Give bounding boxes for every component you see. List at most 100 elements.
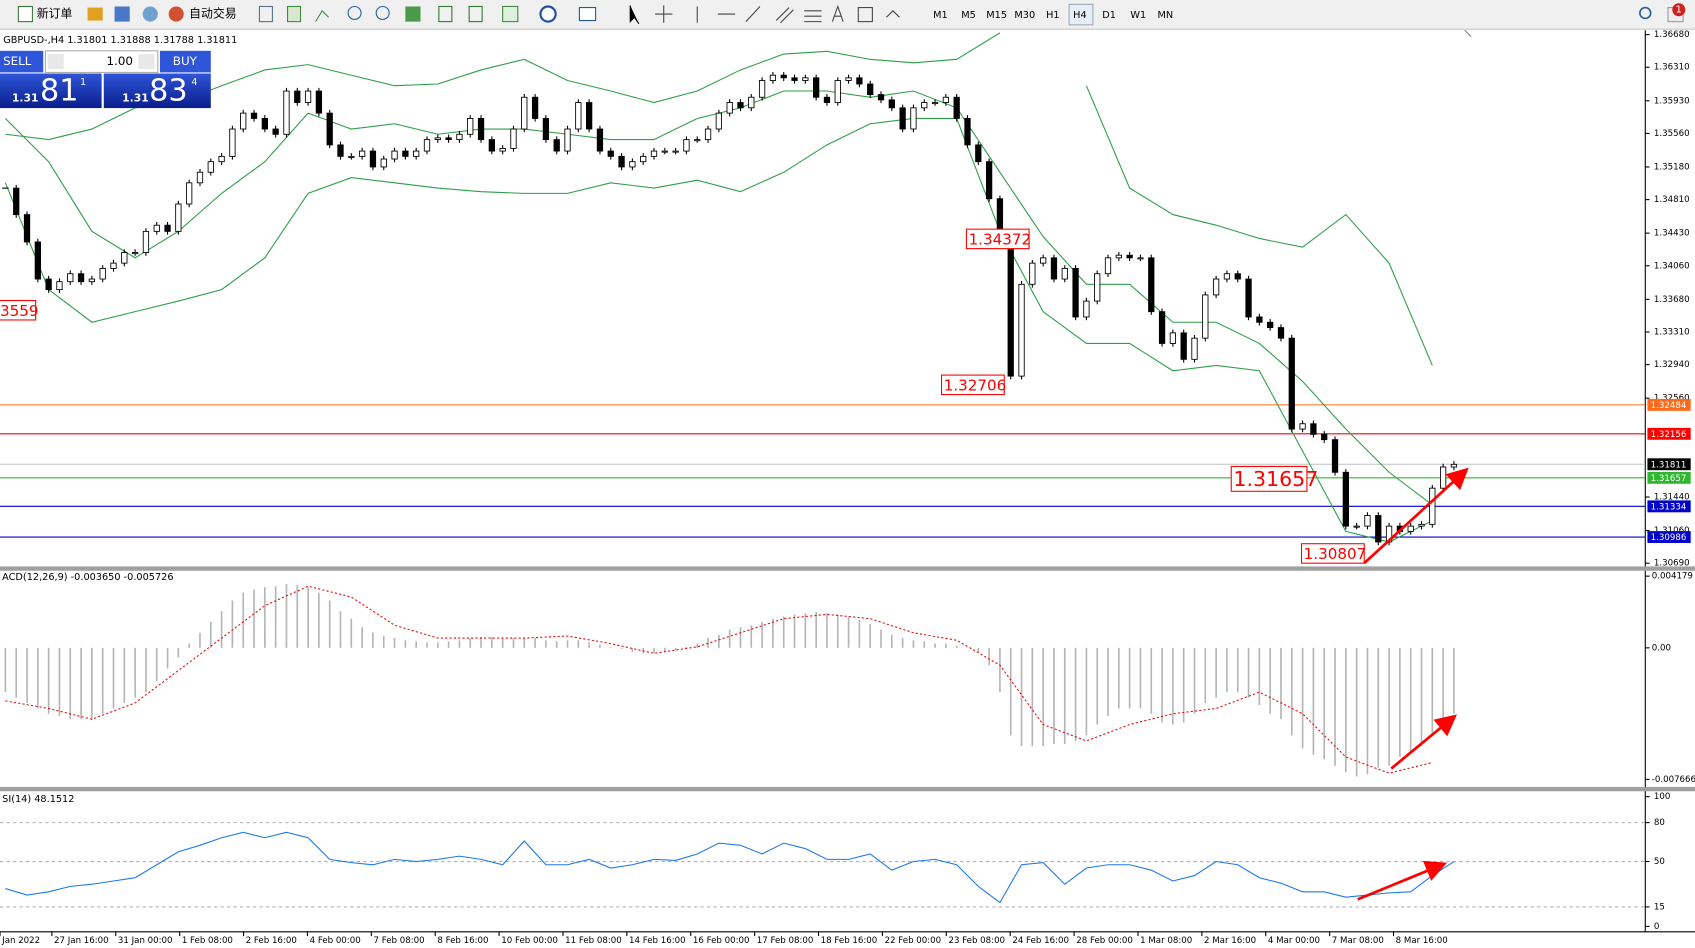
y-tick-label: 1.35930 bbox=[1654, 96, 1690, 106]
y-tick-label: 15 bbox=[1654, 902, 1665, 912]
autoscroll-button[interactable] bbox=[438, 5, 453, 23]
auto-trade-icon[interactable] bbox=[168, 6, 184, 22]
timeframe-button[interactable]: D1 bbox=[1102, 10, 1116, 21]
templates-button[interactable] bbox=[578, 7, 597, 22]
timeframe-button[interactable]: M1 bbox=[933, 10, 948, 21]
cursor-tool[interactable] bbox=[629, 5, 640, 25]
x-tick-label: 2 Mar 16:00 bbox=[1204, 936, 1256, 946]
arrows-tool[interactable] bbox=[886, 10, 900, 18]
timeframe-button[interactable]: H4 bbox=[1073, 10, 1087, 21]
candle bbox=[1029, 262, 1036, 285]
line-chart-button[interactable] bbox=[315, 9, 330, 22]
price-annotation: 1.31657 bbox=[1233, 467, 1318, 491]
ask-box[interactable] bbox=[103, 73, 211, 109]
x-tick-label: 2 Feb 16:00 bbox=[246, 936, 297, 946]
ask-point: 4 bbox=[191, 77, 197, 88]
y-tick-label: 1.36680 bbox=[1654, 30, 1690, 40]
candle bbox=[531, 96, 539, 119]
x-tick-label: 31 Jan 00:00 bbox=[118, 936, 173, 946]
candle bbox=[272, 128, 279, 135]
candle bbox=[640, 155, 647, 163]
candle bbox=[618, 155, 625, 168]
candle bbox=[175, 203, 182, 232]
bid-pips: 81 bbox=[40, 73, 79, 108]
candle bbox=[261, 117, 268, 130]
candle bbox=[726, 102, 733, 114]
toolbar-icon[interactable] bbox=[142, 6, 158, 22]
bid-box[interactable] bbox=[0, 73, 102, 109]
x-tick-label: 1 Feb 08:00 bbox=[182, 936, 233, 946]
periods-button[interactable] bbox=[539, 5, 557, 23]
level-tag-label: 1.31334 bbox=[1651, 502, 1687, 512]
fibo-tool[interactable] bbox=[804, 10, 822, 23]
candle bbox=[294, 90, 301, 103]
x-tick-label: 23 Feb 08:00 bbox=[948, 936, 1005, 946]
channel-tool[interactable] bbox=[775, 7, 794, 24]
timeframe-button[interactable]: M15 bbox=[986, 10, 1007, 21]
level-tag bbox=[1647, 500, 1691, 513]
toolbar-icon[interactable] bbox=[87, 7, 103, 21]
toolbar-icon[interactable] bbox=[114, 6, 130, 22]
search-button[interactable] bbox=[1639, 6, 1652, 20]
lot-value[interactable]: 1.00 bbox=[107, 54, 133, 68]
buy-label[interactable]: BUY bbox=[173, 54, 198, 68]
lot-down[interactable] bbox=[47, 54, 64, 70]
candle bbox=[445, 137, 452, 141]
price-annotation: 1.32706 bbox=[944, 376, 1007, 394]
lot-up[interactable] bbox=[138, 54, 155, 70]
candle bbox=[542, 117, 550, 141]
price-annotation-box bbox=[1300, 543, 1365, 564]
crosshair-tool[interactable] bbox=[655, 5, 673, 23]
candle bbox=[1277, 327, 1285, 339]
y-tick-label: 0.004179 bbox=[1652, 572, 1693, 582]
shift-marker bbox=[1464, 29, 1472, 38]
text-tool[interactable] bbox=[831, 4, 844, 22]
timeframe-button[interactable]: M5 bbox=[961, 10, 976, 21]
new-order-icon[interactable] bbox=[17, 5, 33, 23]
level-tag-label: 1.31657 bbox=[1651, 474, 1687, 484]
candle bbox=[488, 139, 495, 152]
rsi-panel bbox=[0, 822, 1646, 908]
candle bbox=[586, 102, 593, 130]
tile-button[interactable] bbox=[405, 6, 421, 22]
sell-button[interactable] bbox=[0, 50, 44, 73]
candle bbox=[380, 158, 387, 168]
bid-point: 1 bbox=[80, 77, 86, 88]
candle bbox=[910, 107, 917, 130]
candle bbox=[1061, 268, 1068, 280]
candle bbox=[1083, 300, 1090, 318]
candle bbox=[434, 137, 441, 141]
trendline-tool[interactable] bbox=[745, 6, 761, 22]
x-tick-label: Jan 2022 bbox=[1, 936, 40, 946]
rsi-line bbox=[5, 831, 1455, 904]
candle bbox=[207, 161, 214, 173]
lot-input[interactable] bbox=[44, 50, 159, 73]
chart-bg bbox=[0, 30, 1695, 948]
x-tick-label: 22 Feb 00:00 bbox=[885, 936, 942, 946]
timeframe-button[interactable]: W1 bbox=[1130, 10, 1146, 21]
zoom-out-button[interactable] bbox=[375, 5, 390, 20]
auto-trade-button[interactable]: 自动交易 bbox=[189, 7, 237, 21]
ask-pips: 83 bbox=[149, 73, 188, 108]
timeframe-button[interactable]: M30 bbox=[1014, 10, 1035, 21]
y-tick-label: 80 bbox=[1654, 818, 1665, 828]
buy-button[interactable] bbox=[159, 50, 211, 73]
shift-button[interactable] bbox=[468, 5, 483, 23]
candle bbox=[477, 117, 485, 141]
timeframe-button[interactable]: MN bbox=[1157, 10, 1173, 21]
candle bbox=[758, 80, 766, 98]
zoom-in-button[interactable] bbox=[347, 5, 362, 20]
candle-chart-button[interactable] bbox=[287, 5, 302, 23]
indicators-button[interactable] bbox=[502, 5, 519, 23]
label-tool[interactable] bbox=[857, 7, 873, 23]
sell-label[interactable]: SELL bbox=[3, 54, 32, 68]
x-tick-label: 8 Mar 16:00 bbox=[1396, 936, 1448, 946]
x-tick-label: 4 Mar 00:00 bbox=[1268, 936, 1320, 946]
candle bbox=[975, 144, 982, 163]
candle bbox=[1223, 273, 1231, 280]
bar-chart-button[interactable] bbox=[258, 5, 273, 23]
price-annotation-box bbox=[1230, 465, 1308, 492]
timeframe-button[interactable]: H1 bbox=[1046, 10, 1060, 21]
new-order-button[interactable]: 新订单 bbox=[37, 7, 73, 21]
candle bbox=[650, 150, 658, 157]
